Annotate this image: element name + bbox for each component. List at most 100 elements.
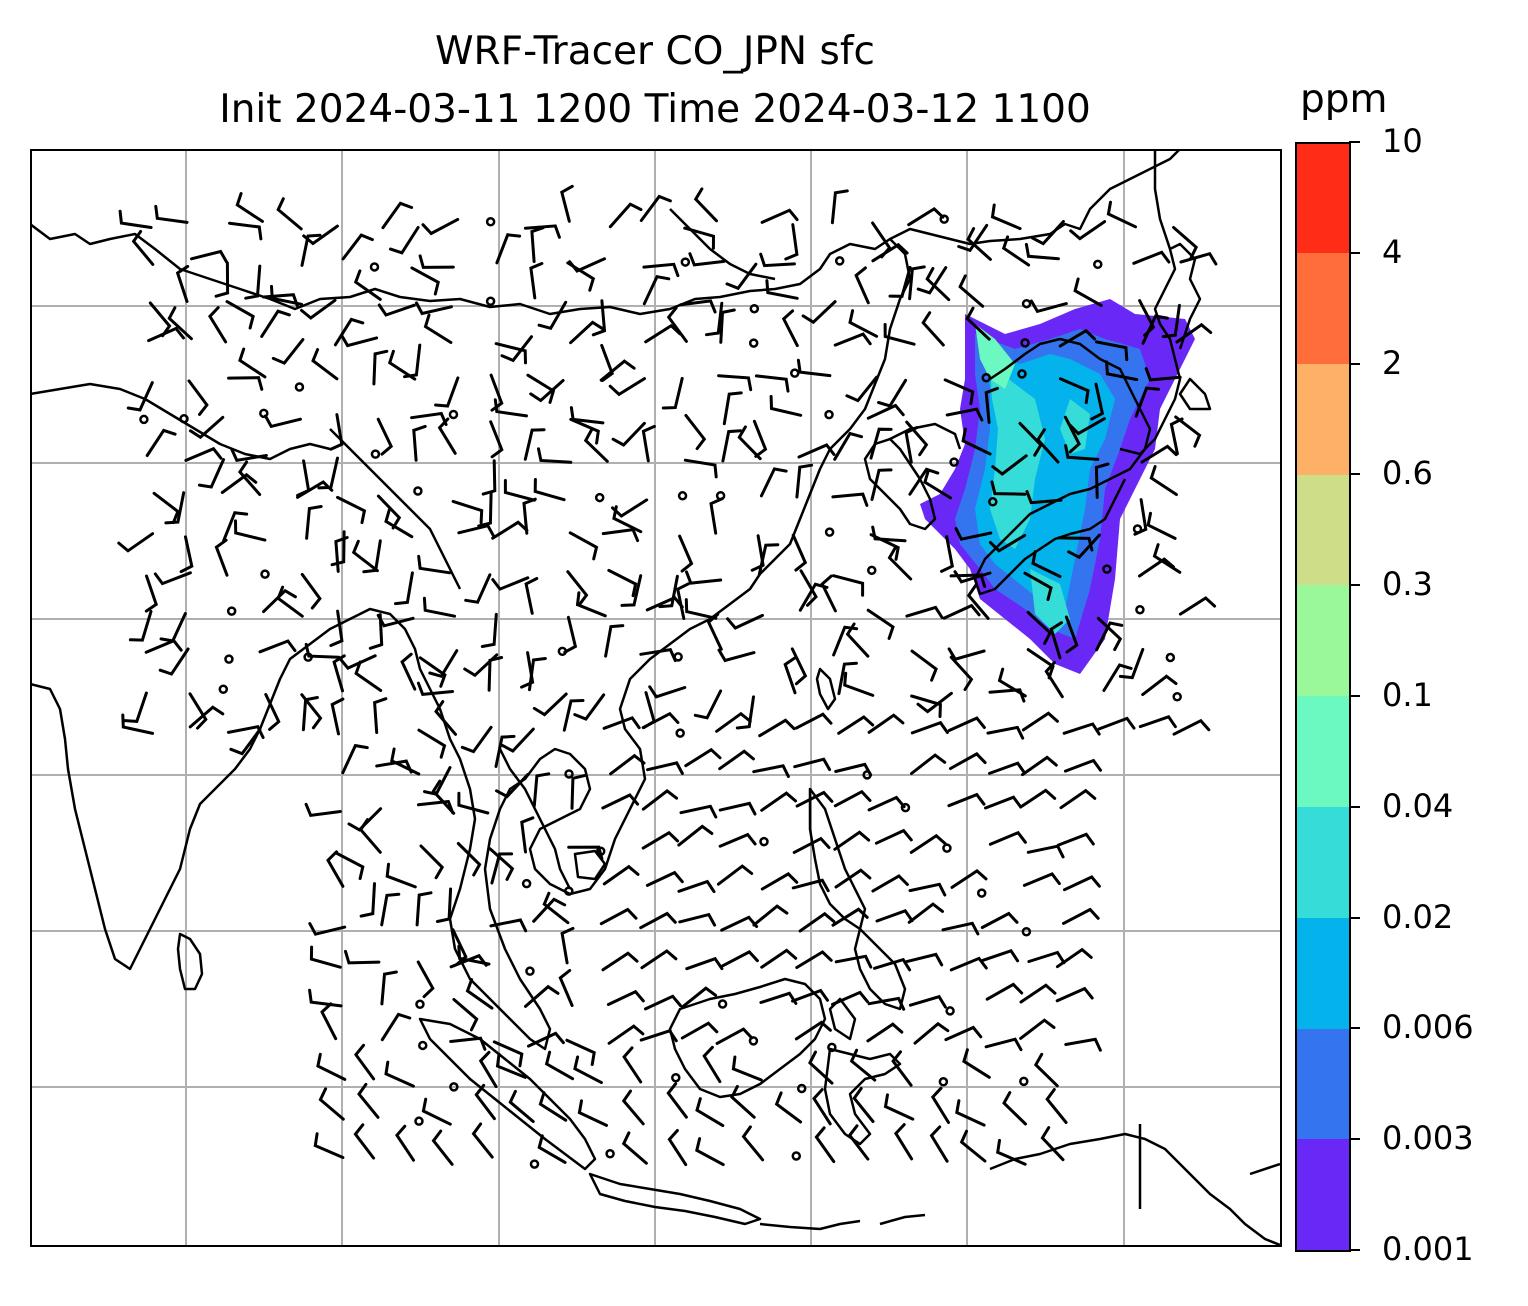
wind-barb [419, 844, 445, 880]
wind-barb [175, 264, 190, 303]
coastline-sumatra [418, 1017, 597, 1171]
wind-barb [622, 1046, 643, 1084]
colorbar-tick-label: 0.04 [1382, 786, 1454, 825]
calm-wind-circle [260, 569, 270, 579]
wind-barb [478, 1050, 498, 1089]
wind-barb [1095, 340, 1129, 362]
wind-barb [754, 374, 790, 393]
wind-barb [612, 505, 643, 534]
wind-barb [394, 571, 414, 606]
wind-barb [848, 309, 879, 338]
wind-barb [867, 795, 906, 812]
calm-wind-circle [680, 257, 691, 267]
calm-wind-circle [413, 486, 423, 496]
wind-barb [188, 705, 225, 729]
wind-barb [718, 749, 755, 771]
wind-barb [843, 671, 875, 697]
wind-barb [666, 306, 688, 343]
coastline-japan [973, 337, 1152, 596]
wind-barb [220, 472, 258, 494]
wind-barb [334, 851, 365, 881]
wind-barb [910, 694, 942, 718]
wind-barb [602, 864, 640, 886]
wind-barb [330, 697, 345, 736]
wind-barb [1062, 907, 1100, 925]
wind-barb [949, 655, 974, 691]
wind-barb [565, 1038, 596, 1066]
wind-barb [684, 747, 722, 768]
wind-barb [661, 376, 684, 410]
wind-barb [678, 534, 694, 573]
colorbar-segment [1295, 806, 1349, 918]
wind-barb [916, 691, 953, 714]
wind-barb [225, 300, 255, 330]
wind-barb [230, 447, 268, 462]
calm-wind-circle [564, 886, 574, 896]
wind-barb [888, 265, 912, 298]
wind-barb [332, 654, 346, 693]
wind-barb [959, 1129, 987, 1163]
wind-barb [558, 969, 574, 1007]
calm-wind-circle [673, 652, 683, 662]
wind-barb [769, 395, 803, 417]
coastline-hokkaido [1119, 242, 1202, 456]
wind-barb [715, 711, 752, 733]
wind-barb [376, 417, 394, 456]
wind-barb [474, 1083, 496, 1121]
wind-barb [560, 926, 575, 965]
wind-barb [457, 944, 491, 966]
wind-barb [1040, 1126, 1065, 1162]
calm-wind-circle [294, 382, 305, 392]
wind-barb [300, 233, 322, 267]
calm-wind-circle [981, 372, 992, 383]
wind-barb [1141, 674, 1178, 697]
wind-barb [145, 428, 177, 457]
calm-wind-circle [605, 1149, 615, 1159]
calm-wind-circle [824, 527, 835, 537]
calm-wind-circle [939, 214, 949, 224]
colorbar-tick [1349, 251, 1360, 254]
map-panel[interactable] [30, 149, 1280, 1245]
wind-barb [422, 596, 457, 618]
wind-barb [870, 468, 893, 501]
wind-barb [1031, 550, 1062, 578]
wind-barb [681, 986, 718, 1009]
wind-barb [949, 752, 987, 770]
wind-barb [716, 864, 754, 886]
wind-barb [416, 681, 454, 697]
wind-barb [1026, 844, 1065, 859]
calm-wind-circle [226, 606, 237, 616]
calm-wind-circle [1019, 1076, 1029, 1087]
calm-wind-circle [671, 1072, 681, 1083]
wind-barb [1029, 299, 1068, 314]
wind-barb [464, 573, 492, 604]
colorbar-tick [1349, 695, 1360, 697]
wind-barb [752, 904, 789, 927]
wind-barb [353, 1123, 376, 1160]
colorbar-segment [1295, 1139, 1349, 1251]
colorbar-tick [1349, 1027, 1360, 1030]
wind-barb [347, 807, 383, 832]
wind-barb [644, 323, 682, 344]
wind-barb [608, 202, 643, 229]
wind-barb [532, 692, 568, 717]
wind-barb [760, 872, 799, 891]
wind-barb [726, 613, 764, 630]
wind-barb [1031, 220, 1065, 246]
wind-barb [276, 585, 304, 618]
wind-barb [412, 424, 427, 462]
wind-barb [722, 391, 743, 426]
wind-barb [990, 480, 1027, 496]
wind-barb [1140, 444, 1178, 464]
wind-barb [641, 789, 679, 811]
wind-barb [602, 716, 641, 730]
wind-barb [1033, 1052, 1059, 1088]
wind-barb [645, 595, 684, 612]
wind-barb [677, 824, 714, 847]
wind-barb [481, 459, 497, 496]
wind-barb [421, 217, 460, 236]
coastline-borneo [668, 977, 827, 1099]
coastline [1249, 1162, 1280, 1176]
wind-barb [591, 299, 607, 337]
wind-barb [641, 711, 680, 730]
